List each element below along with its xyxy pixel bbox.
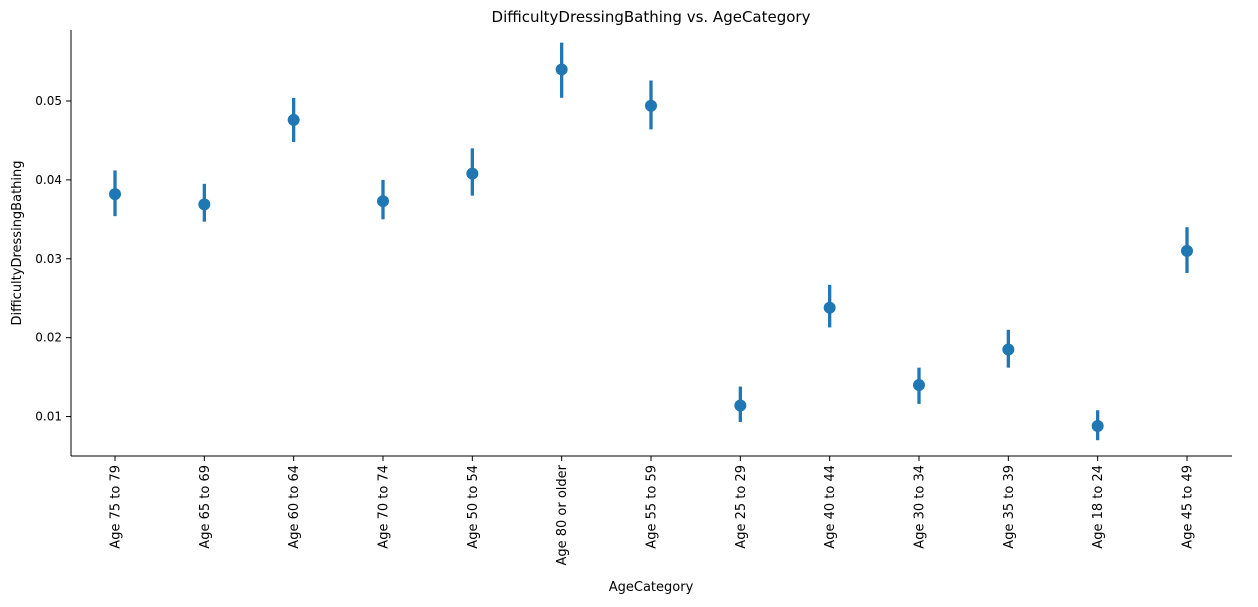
y-axis: 0.01 0.02 0.03 0.04 0.05: [35, 94, 71, 424]
y-tick-label: 0.03: [35, 252, 62, 266]
x-tick-label: Age 75 to 79: [109, 465, 124, 549]
data-point: [555, 63, 568, 76]
data-point: [823, 301, 836, 314]
data-point: [198, 198, 211, 211]
x-tick-label: Age 50 to 54: [466, 465, 481, 549]
y-tick-label: 0.02: [35, 331, 62, 345]
x-tick-label: Age 70 to 74: [377, 465, 392, 549]
data-point: [1002, 343, 1015, 356]
x-tick-label: Age 80 or older: [555, 464, 570, 565]
x-tick-label: Age 30 to 34: [913, 465, 928, 549]
data-point: [466, 167, 479, 180]
y-tick-label: 0.01: [35, 410, 62, 424]
x-tick-label: Age 45 to 49: [1181, 465, 1196, 549]
data-point: [1091, 420, 1104, 433]
x-tick-label: Age 25 to 29: [734, 465, 749, 549]
data-point: [913, 379, 925, 391]
x-axis: Age 75 to 79 Age 65 to 69 Age 60 to 64 Age …: [109, 456, 1196, 566]
data-point: [377, 195, 389, 208]
x-tick-label: Age 40 to 44: [823, 465, 838, 549]
x-tick-label: Age 35 to 39: [1002, 465, 1017, 549]
y-tick-label: 0.05: [35, 94, 62, 108]
x-tick-label: Age 55 to 59: [645, 465, 660, 549]
x-tick-label: Age 18 to 24: [1091, 465, 1106, 549]
data-point: [734, 399, 747, 412]
chart-title: DifficultyDressingBathing vs. AgeCategor…: [492, 8, 811, 26]
data-point: [287, 113, 300, 126]
y-axis-label: DifficultyDressingBathing: [10, 160, 25, 325]
data-point: [1181, 244, 1193, 257]
x-tick-label: Age 60 to 64: [287, 465, 302, 549]
y-tick-label: 0.04: [35, 173, 62, 187]
data-point: [109, 188, 121, 201]
x-tick-label: Age 65 to 69: [198, 465, 213, 549]
data-point: [645, 99, 657, 112]
x-axis-label: AgeCategory: [609, 580, 694, 595]
data-series: [109, 42, 1193, 441]
